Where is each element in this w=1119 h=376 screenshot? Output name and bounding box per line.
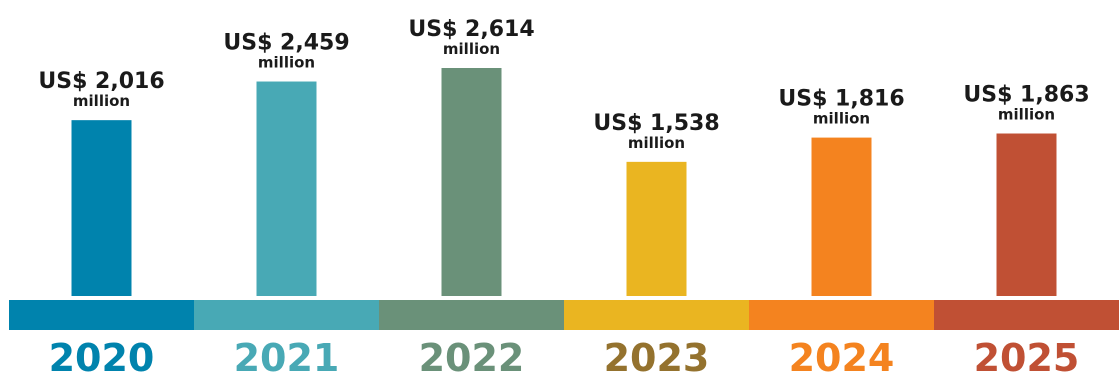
year-label-2025: 2025 (974, 336, 1080, 376)
value-label-2024: US$ 1,816 (778, 87, 904, 112)
unit-label-2023: million (628, 134, 685, 152)
timeline-band-2020 (9, 300, 195, 330)
timeline-band-2025 (934, 300, 1119, 330)
value-label-2020: US$ 2,016 (38, 69, 164, 94)
bar-2020 (71, 120, 132, 296)
timeline-bands (9, 300, 1119, 330)
timeline-band-2021 (194, 300, 380, 330)
timeline-band-2023 (564, 300, 750, 330)
bar-2022 (441, 68, 502, 296)
unit-label-2021: million (258, 54, 315, 72)
year-label-2021: 2021 (234, 336, 340, 376)
value-label-2022: US$ 2,614 (408, 17, 534, 42)
bar-2021 (256, 81, 317, 297)
year-label-2023: 2023 (604, 336, 710, 376)
bar-2023 (626, 161, 687, 296)
value-label-2023: US$ 1,538 (593, 111, 719, 136)
year-labels: 2020 2021 2022 2023 2024 2025 (49, 336, 1080, 376)
value-label-2021: US$ 2,459 (223, 31, 349, 56)
year-label-2022: 2022 (419, 336, 525, 376)
bar-2025 (996, 133, 1057, 296)
unit-label-2022: million (443, 40, 500, 58)
unit-label-2020: million (73, 92, 130, 110)
value-label-2025: US$ 1,863 (963, 83, 1089, 108)
year-label-2020: 2020 (49, 336, 155, 376)
bars (71, 68, 1057, 297)
unit-label-2025: million (998, 106, 1055, 124)
timeline-band-2024 (749, 300, 935, 330)
bar-2024 (811, 137, 872, 296)
unit-label-2024: million (813, 110, 870, 128)
timeline-band-2022 (379, 300, 565, 330)
year-label-2024: 2024 (789, 336, 895, 376)
